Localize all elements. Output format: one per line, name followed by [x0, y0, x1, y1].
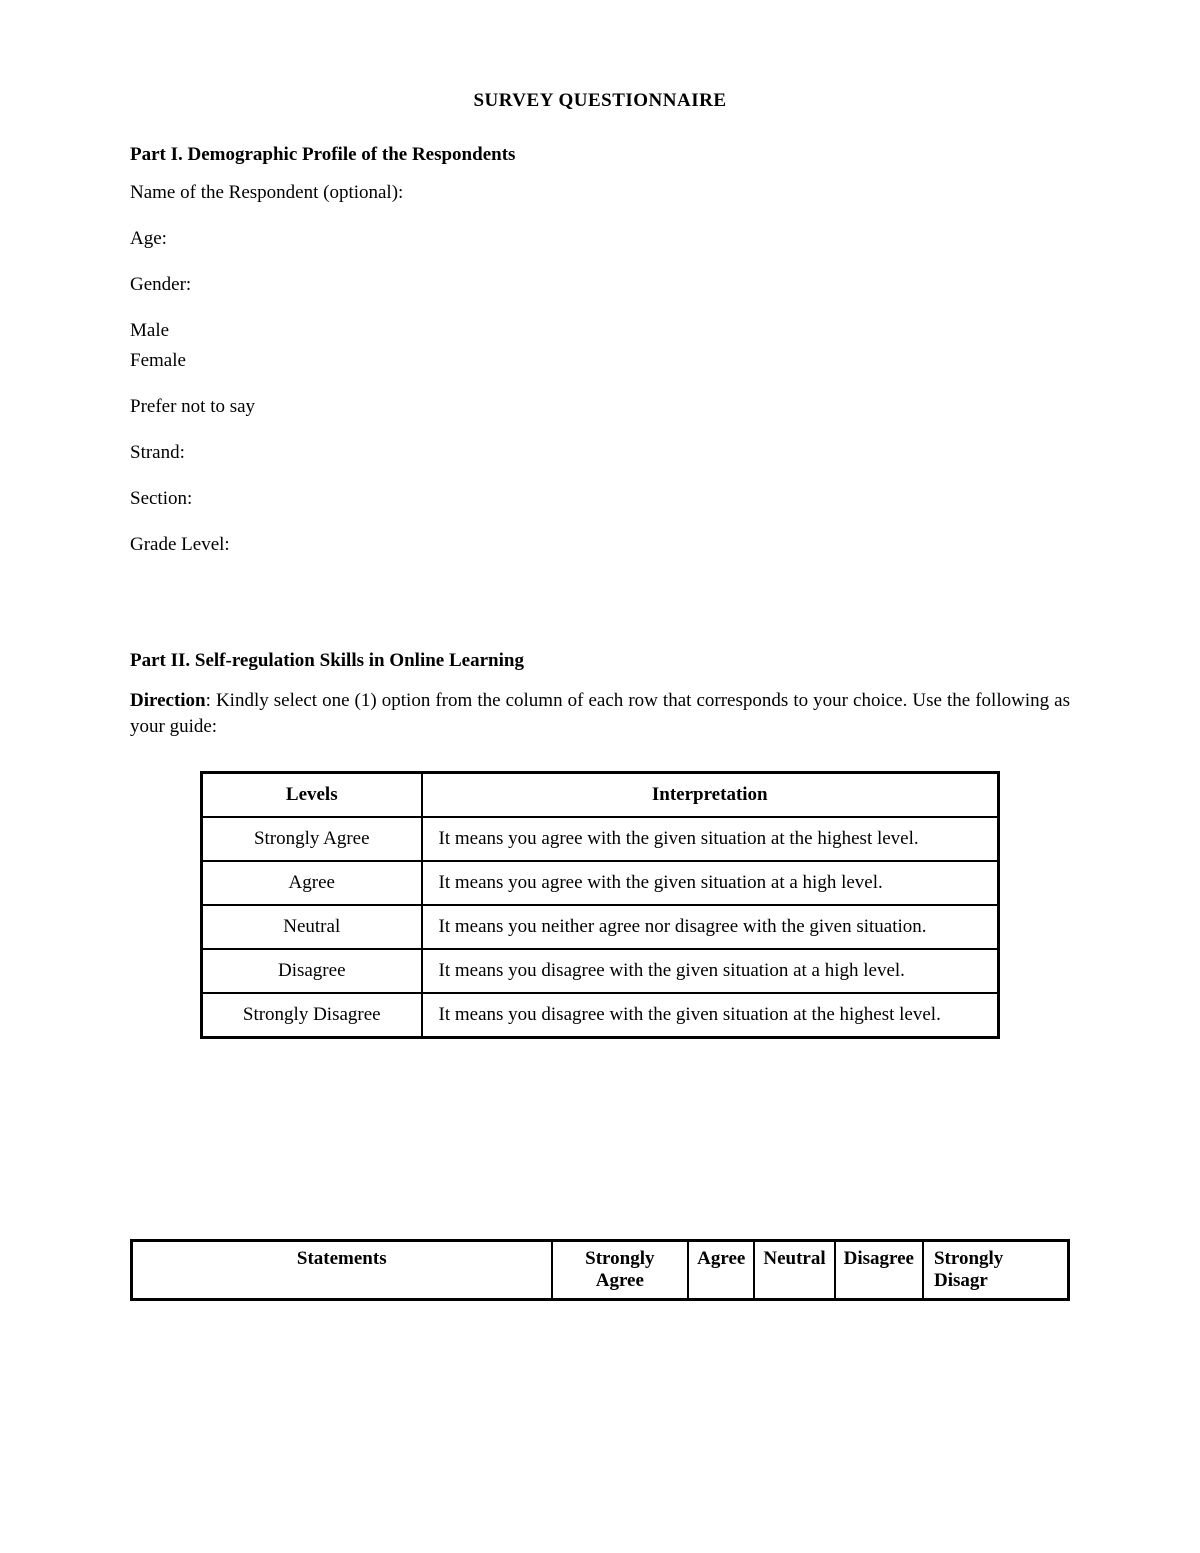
table-row: Strongly Agree It means you agree with t…	[202, 817, 999, 861]
page-title: SURVEY QUESTIONNAIRE	[130, 90, 1070, 112]
table-row: Disagree It means you disagree with the …	[202, 949, 999, 993]
col-header-strongly-disagree: Strongly Disagr	[923, 1241, 1069, 1300]
field-gender: Gender:	[130, 274, 1070, 296]
col-header-strongly-agree: Strongly Agree	[552, 1241, 689, 1300]
table-row: Neutral It means you neither agree nor d…	[202, 905, 999, 949]
col-header-statements: Statements	[132, 1241, 552, 1300]
col-header-neutral: Neutral	[754, 1241, 834, 1300]
field-grade-level: Grade Level:	[130, 534, 1070, 556]
option-male: Male	[130, 320, 1070, 342]
cell-interp: It means you disagree with the given sit…	[422, 993, 999, 1038]
interpretation-table: Levels Interpretation Strongly Agree It …	[200, 771, 1000, 1039]
direction-label: Direction	[130, 690, 206, 711]
col-header-interpretation: Interpretation	[422, 773, 999, 818]
direction-text: Direction: Kindly select one (1) option …	[130, 688, 1070, 739]
table-header-row: Levels Interpretation	[202, 773, 999, 818]
part1-heading: Part I. Demographic Profile of the Respo…	[130, 144, 1070, 166]
field-age: Age:	[130, 228, 1070, 250]
cell-level: Strongly Agree	[202, 817, 422, 861]
cell-level: Strongly Disagree	[202, 993, 422, 1038]
cell-level: Agree	[202, 861, 422, 905]
field-section: Section:	[130, 488, 1070, 510]
option-prefer-not: Prefer not to say	[130, 396, 1070, 418]
option-female: Female	[130, 350, 1070, 372]
cell-interp: It means you disagree with the given sit…	[422, 949, 999, 993]
table-row: Agree It means you agree with the given …	[202, 861, 999, 905]
direction-body: : Kindly select one (1) option from the …	[130, 690, 1070, 737]
table-header-row: Statements Strongly Agree Agree Neutral …	[132, 1241, 1069, 1300]
cell-level: Disagree	[202, 949, 422, 993]
cell-interp: It means you neither agree nor disagree …	[422, 905, 999, 949]
col-header-disagree: Disagree	[835, 1241, 923, 1300]
field-strand: Strand:	[130, 442, 1070, 464]
col-header-levels: Levels	[202, 773, 422, 818]
cell-interp: It means you agree with the given situat…	[422, 861, 999, 905]
field-name: Name of the Respondent (optional):	[130, 182, 1070, 204]
statements-table: Statements Strongly Agree Agree Neutral …	[130, 1239, 1070, 1301]
col-header-agree: Agree	[688, 1241, 754, 1300]
part2-heading: Part II. Self-regulation Skills in Onlin…	[130, 650, 1070, 672]
cell-level: Neutral	[202, 905, 422, 949]
table-row: Strongly Disagree It means you disagree …	[202, 993, 999, 1038]
cell-interp: It means you agree with the given situat…	[422, 817, 999, 861]
